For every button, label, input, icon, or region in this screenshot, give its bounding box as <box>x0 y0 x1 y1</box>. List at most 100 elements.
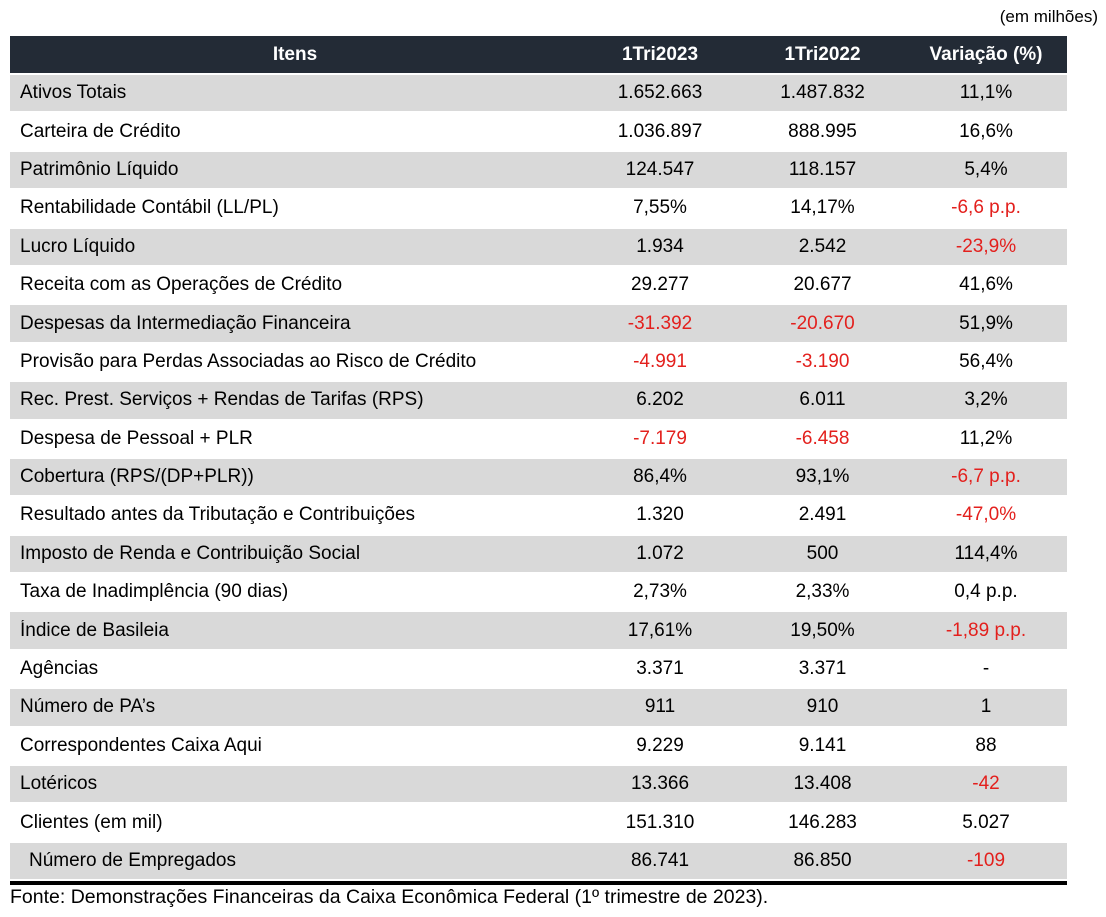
value-1tri2023: 6.202 <box>636 389 684 411</box>
value-variacao: 5.027 <box>962 811 1010 833</box>
row-label: Rentabilidade Contábil (LL/PL) <box>20 197 279 219</box>
row-label: Cobertura (RPS/(DP+PLR)) <box>20 466 254 488</box>
value-1tri2023: 86,4% <box>633 466 687 488</box>
row-label: Correspondentes Caixa Aqui <box>20 734 262 756</box>
value-variacao: -6,7 p.p. <box>951 466 1021 488</box>
value-1tri2023: 29.277 <box>630 274 690 296</box>
value-variacao: -42 <box>972 773 1000 795</box>
value-variacao: 51,9% <box>959 312 1013 334</box>
value-1tri2023: 2,73% <box>633 581 687 603</box>
table-body: Ativos Totais 1.652.663 1.487.832 11,1% Cart… <box>10 75 1067 882</box>
value-1tri2022: 2,33% <box>795 581 850 603</box>
table-row: Agências 3.371 3.371 - <box>10 650 1067 690</box>
row-label: Taxa de Inadimplência (90 dias) <box>20 581 289 603</box>
table-row: Despesa de Pessoal + PLR -7.179 -6.458 11,2… <box>10 420 1067 459</box>
table-row: Número de PA’s 911 910 1 <box>10 689 1067 728</box>
row-label: Imposto de Renda e Contribuição Social <box>20 542 361 564</box>
value-1tri2022: 14,17% <box>790 197 855 219</box>
value-1tri2022: 500 <box>806 542 839 564</box>
value-1tri2023: 1.036.897 <box>617 120 703 142</box>
row-label: Lucro Líquido <box>20 235 136 257</box>
table-row: Ativos Totais 1.652.663 1.487.832 11,1% <box>10 75 1067 114</box>
table-row: Correspondentes Caixa Aqui 9.229 9.141 88 <box>10 727 1067 767</box>
row-label: Resultado antes da Tributação e Contribu… <box>20 504 416 526</box>
value-variacao: -1,89 p.p. <box>945 619 1027 641</box>
table-row: Cobertura (RPS/(DP+PLR)) 86,4% 93,1% -6,7 p… <box>10 458 1067 498</box>
row-label: Provisão para Perdas Associadas ao Risco… <box>20 350 477 372</box>
value-1tri2023: 7,55% <box>633 197 687 219</box>
value-1tri2022: 13.408 <box>793 773 852 795</box>
value-variacao: -109 <box>966 850 1006 871</box>
row-label: Agências <box>20 658 99 680</box>
value-1tri2022: 3.371 <box>798 658 847 680</box>
value-variacao: -23,9% <box>955 235 1017 257</box>
value-1tri2023: 1.072 <box>636 542 684 564</box>
value-1tri2023: 1.652.663 <box>617 82 703 104</box>
value-1tri2022: 1.487.832 <box>780 82 865 104</box>
column-header-1tri2023: 1Tri2023 <box>621 43 699 65</box>
table-row: Lotéricos 13.366 13.408 -42 <box>10 766 1067 805</box>
value-variacao: 56,4% <box>959 350 1013 372</box>
column-header-1tri2022: 1Tri2022 <box>784 43 861 65</box>
value-1tri2022: -6.458 <box>795 427 850 449</box>
value-1tri2023: 1.934 <box>636 235 684 257</box>
value-1tri2022: 20.677 <box>793 274 852 296</box>
value-1tri2023: 911 <box>644 696 676 718</box>
value-1tri2023: 124.547 <box>625 158 695 180</box>
value-variacao: 1 <box>980 696 992 718</box>
table-row: Patrimônio Líquido 124.547 118.157 5,4% <box>10 151 1067 191</box>
value-variacao: 3,2% <box>964 389 1008 411</box>
table-row: Provisão para Perdas Associadas ao Risco… <box>10 343 1067 383</box>
column-header-itens: Itens <box>272 43 318 65</box>
source-note: Fonte: Demonstrações Financeiras da Caix… <box>10 886 769 908</box>
value-1tri2023: 13.366 <box>630 773 690 795</box>
row-label: Ativos Totais <box>20 82 127 104</box>
table-header-row: Itens 1Tri2023 1Tri2022 Variação (%) <box>10 36 1067 73</box>
value-1tri2022: 146.283 <box>788 811 857 833</box>
table-row: Clientes (em mil) 151.310 146.283 5.027 <box>10 804 1067 843</box>
value-1tri2023: -7.179 <box>633 427 687 449</box>
value-1tri2022: 6.011 <box>799 389 846 411</box>
value-variacao: 114,4% <box>954 542 1018 564</box>
value-variacao: 0,4 p.p. <box>954 581 1018 603</box>
column-header-variacao: Variação (%) <box>929 43 1043 65</box>
value-variacao: 11,1% <box>959 82 1013 104</box>
value-variacao: -47,0% <box>955 504 1017 526</box>
row-label: Lotéricos <box>20 773 98 795</box>
value-1tri2022: 910 <box>806 696 839 718</box>
table-row: Número de Empregados 86.741 86.850 -109 <box>10 842 1067 882</box>
value-1tri2022: 118.157 <box>788 158 857 180</box>
table-row: Rec. Prest. Serviços + Rendas de Tarifas… <box>10 382 1067 421</box>
value-variacao: 41,6% <box>959 274 1013 296</box>
value-variacao: 88 <box>975 734 997 756</box>
row-label: Número de Empregados <box>29 850 236 871</box>
table-row: Imposto de Renda e Contribuição Social 1.… <box>10 535 1067 575</box>
value-variacao: 5,4% <box>964 158 1008 180</box>
value-1tri2023: 9.229 <box>636 734 684 756</box>
table-row: Índice de Basileia 17,61% 19,50% -1,89 p.p. <box>10 612 1067 651</box>
table-row: Receita com as Operações de Crédito 29.27… <box>10 266 1067 306</box>
value-1tri2022: 93,1% <box>795 466 850 488</box>
row-label: Número de PA’s <box>20 696 156 718</box>
table-row: Lucro Líquido 1.934 2.542 -23,9% <box>10 228 1067 267</box>
financial-table: Itens 1Tri2023 1Tri2022 Variação (%) Ati… <box>10 36 1067 886</box>
value-1tri2022: 9.141 <box>798 734 847 756</box>
value-1tri2022: 888.995 <box>788 120 857 142</box>
table-row: Resultado antes da Tributação e Contribu… <box>10 497 1067 536</box>
value-1tri2023: 3.371 <box>636 658 684 680</box>
value-1tri2023: 1.320 <box>636 504 684 526</box>
table-row: Carteira de Crédito 1.036.897 888.995 16,6% <box>10 113 1067 152</box>
table-row: Rentabilidade Contábil (LL/PL) 7,55% 14,17… <box>10 190 1067 229</box>
table-row: Despesas da Intermediação Financeira -31.… <box>10 305 1067 344</box>
value-variacao: 11,2% <box>959 427 1013 449</box>
value-1tri2023: -31.392 <box>627 312 693 334</box>
units-note: (em milhões) <box>999 7 1098 26</box>
row-label: Receita com as Operações de Crédito <box>20 274 343 296</box>
value-variacao: -6,6 p.p. <box>951 197 1021 219</box>
row-label: Patrimônio Líquido <box>20 158 179 180</box>
row-label: Clientes (em mil) <box>20 811 163 833</box>
value-variacao: 16,6% <box>959 120 1013 142</box>
row-label: Despesas da Intermediação Financeira <box>20 312 351 334</box>
value-1tri2022: 2.542 <box>798 235 847 257</box>
value-variacao: - <box>982 658 990 680</box>
